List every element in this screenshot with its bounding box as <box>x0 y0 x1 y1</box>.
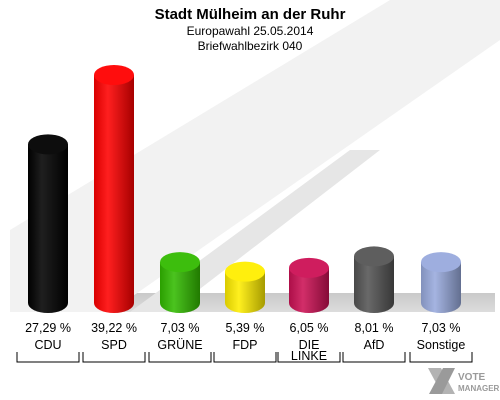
value-label: 7,03 % <box>161 321 200 335</box>
category-label: CDU <box>34 338 61 352</box>
bar-body <box>28 144 68 313</box>
bar-body <box>225 271 265 313</box>
vote-manager-logo: VOTE MANAGER <box>428 368 500 394</box>
bar-top <box>94 65 134 85</box>
bar-grüne <box>160 252 200 313</box>
value-label: 7,03 % <box>422 321 461 335</box>
category-label: AfD <box>364 338 385 352</box>
logo-mark-icon <box>428 368 455 394</box>
bar-sonstige <box>421 252 461 313</box>
category-bracket <box>409 352 473 363</box>
labels: 27,29 % CDU 39,22 % SPD 7,03 % GRÜNE 5,39 % FDP… <box>16 321 473 363</box>
bar-body <box>289 267 329 313</box>
bar-top <box>289 257 329 278</box>
category-bracket <box>342 352 406 363</box>
bar-cdu <box>28 134 68 313</box>
category-bracket <box>16 352 80 363</box>
value-label: 39,22 % <box>91 321 137 335</box>
bar-body <box>421 262 461 313</box>
bars <box>28 65 461 313</box>
category-bracket <box>82 352 146 363</box>
category-label: Sonstige <box>417 338 466 352</box>
bar-die-linke <box>289 257 329 313</box>
bar-top <box>421 252 461 273</box>
bar-top <box>225 261 265 282</box>
bar-spd <box>94 65 134 313</box>
logo-text-vote: VOTE <box>458 372 486 383</box>
bar-fdp <box>225 261 265 313</box>
bar-top <box>28 134 68 155</box>
value-label: 6,05 % <box>290 321 329 335</box>
value-label: 5,39 % <box>226 321 265 335</box>
bar-top <box>160 252 200 273</box>
value-label: 8,01 % <box>355 321 394 335</box>
category-label: DIE LINKE <box>291 338 327 363</box>
logo-text-manager: MANAGER <box>458 384 500 393</box>
category-bracket <box>277 352 341 363</box>
chart-title: Stadt Mülheim an der Ruhr <box>155 6 346 23</box>
chart-subtitle-2: Briefwahlbezirk 040 <box>198 39 303 53</box>
bar-body <box>354 256 394 313</box>
category-bracket <box>213 352 277 363</box>
category-label: FDP <box>233 338 258 352</box>
bar-afd <box>354 246 394 313</box>
value-label: 27,29 % <box>25 321 71 335</box>
category-label: GRÜNE <box>157 338 202 352</box>
bar-body <box>160 262 200 313</box>
bar-body <box>94 75 134 313</box>
bar-top <box>354 246 394 267</box>
category-label: SPD <box>101 338 127 352</box>
category-bracket <box>148 352 212 363</box>
chart-subtitle: Europawahl 25.05.2014 <box>187 24 314 38</box>
